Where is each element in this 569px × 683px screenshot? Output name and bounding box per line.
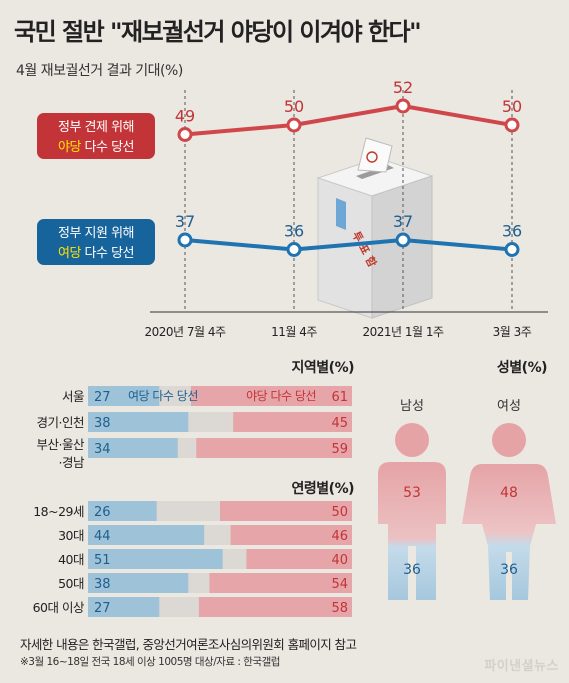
data-label: 37: [175, 212, 195, 231]
legend-ruling-line2: 여당 다수 당선: [58, 246, 134, 261]
bar-opposition: [190, 386, 352, 406]
data-label: 36: [502, 222, 522, 241]
line-chart: 49 50 52 50 37 36 37 36 2020년 7월 4주 11월 4주 2021년 1…: [144, 78, 548, 339]
bar-value-ruling: 44: [94, 529, 111, 544]
bar-category-label: 18~29세: [33, 504, 84, 519]
bar-opposition: [196, 438, 352, 458]
x-tick-label: 2020년 7월 4주: [144, 325, 226, 339]
female-ruling-value: 36: [500, 562, 518, 578]
legend-ruling-line1: 정부 지원 위해: [58, 226, 134, 241]
female-figure: [462, 423, 556, 600]
bar-value-ruling: 34: [94, 442, 111, 457]
age-bar-chart: 26 50 18~29세 44 46 30대 51 40 40대 38 54 50대 27 58 60대 이…: [33, 501, 352, 617]
bar-category-label: 60대 이상: [33, 600, 85, 615]
bar-value-ruling: 27: [94, 601, 111, 616]
series-point: [177, 127, 193, 142]
bar-value-opposition: 61: [331, 390, 348, 405]
series-point: [504, 242, 520, 257]
bar-opposition: [233, 412, 352, 432]
x-tick-label: 2021년 1월 1주: [362, 325, 444, 339]
region-section-title: 지역별(%): [292, 359, 355, 376]
bar-value-opposition: 58: [331, 601, 348, 616]
data-label: 52: [393, 78, 413, 97]
bar-value-opposition: 40: [331, 553, 348, 568]
series-point: [177, 232, 193, 248]
series-line: [184, 238, 513, 252]
bar-value-ruling: 38: [94, 577, 111, 592]
bar-category-label: 50대: [58, 576, 84, 591]
male-ruling-value: 36: [403, 562, 421, 578]
bar-value-opposition: 45: [331, 416, 348, 431]
source-note: 자세한 내용은 한국갤럽, 중앙선거여론조사심의위원회 홈페이지 참고: [20, 637, 357, 652]
bar-ruling: [88, 501, 157, 521]
series-point: [286, 242, 302, 257]
data-label: 50: [284, 97, 304, 116]
bar-category-label: 서울: [62, 389, 84, 404]
legend-opposition-box: [37, 113, 155, 159]
bar-value-opposition: 54: [331, 577, 348, 592]
legend-ruling-box: [37, 219, 155, 265]
bar-ruling: [88, 438, 178, 458]
gender-section-title: 성별(%): [497, 359, 547, 376]
series-point: [286, 117, 302, 133]
male-opposition-value: 53: [403, 485, 421, 501]
legend-opposition: 정부 견제 위해 야당 다수 당선: [37, 113, 155, 159]
data-label: 50: [502, 97, 522, 116]
bar-ruling: [88, 412, 189, 432]
bar-value-opposition: 46: [331, 529, 348, 544]
bar-opposition: [230, 525, 352, 545]
legend-opposition-line2: 야당 다수 당선: [58, 140, 134, 155]
bar-value-ruling: 27: [94, 390, 111, 405]
bar-category-label: 40대: [58, 552, 84, 567]
legend-opposition-inbar: 야당 다수 당선: [246, 389, 316, 403]
bar-opposition: [198, 597, 352, 617]
region-label-2-line1: 부산·울산: [37, 437, 85, 452]
series-point: [395, 232, 411, 248]
page-title: 국민 절반 "재보궐선거 야당이 이겨야 한다": [14, 18, 422, 46]
legend-opposition-line1: 정부 견제 위해: [58, 120, 134, 135]
legend-ruling: 정부 지원 위해 여당 다수 당선: [37, 219, 155, 265]
male-figure: [378, 423, 446, 600]
bar-opposition: [209, 573, 352, 593]
bar-value-opposition: 59: [331, 442, 348, 457]
gender-label-female: 여성: [497, 399, 521, 414]
chart-subtitle: 4월 재보궐선거 결과 기대(%): [16, 63, 183, 79]
region-label-2-line2: ·경남: [59, 455, 85, 470]
bar-value-ruling: 51: [94, 553, 111, 568]
ballot-box-illustration: 투표함: [316, 137, 434, 319]
bar-opposition: [220, 501, 352, 521]
data-label: 49: [175, 107, 195, 126]
bar-ruling: [88, 525, 205, 545]
x-tick-label: 3월 3주: [493, 325, 532, 339]
data-label: 36: [284, 222, 304, 241]
data-label: 37: [393, 212, 413, 231]
bar-category-label: 30대: [58, 528, 84, 543]
bar-ruling: [88, 549, 223, 569]
bar-value-ruling: 38: [94, 416, 111, 431]
x-tick-label: 11월 4주: [271, 325, 317, 339]
female-opposition-value: 48: [500, 485, 518, 501]
series-point: [395, 98, 411, 114]
series-point: [504, 117, 520, 133]
bar-value-ruling: 26: [94, 505, 111, 520]
survey-note: ※3월 16~18일 전국 18세 이상 1005명 대상/자료 : 한국갤럽: [20, 656, 280, 668]
gender-label-male: 남성: [400, 399, 424, 414]
bar-ruling: [88, 573, 189, 593]
bar-ruling: [88, 386, 160, 406]
legend-ruling-inbar: 여당 다수 당선: [128, 389, 198, 403]
age-section-title: 연령별(%): [292, 480, 355, 497]
bar-category-label: 경기·인천: [37, 415, 84, 430]
bar-opposition: [246, 549, 352, 569]
bar-ruling: [88, 597, 160, 617]
bar-value-opposition: 50: [331, 505, 348, 520]
series-line: [184, 104, 513, 137]
publisher-logo: 파이낸셜뉴스: [484, 659, 559, 674]
